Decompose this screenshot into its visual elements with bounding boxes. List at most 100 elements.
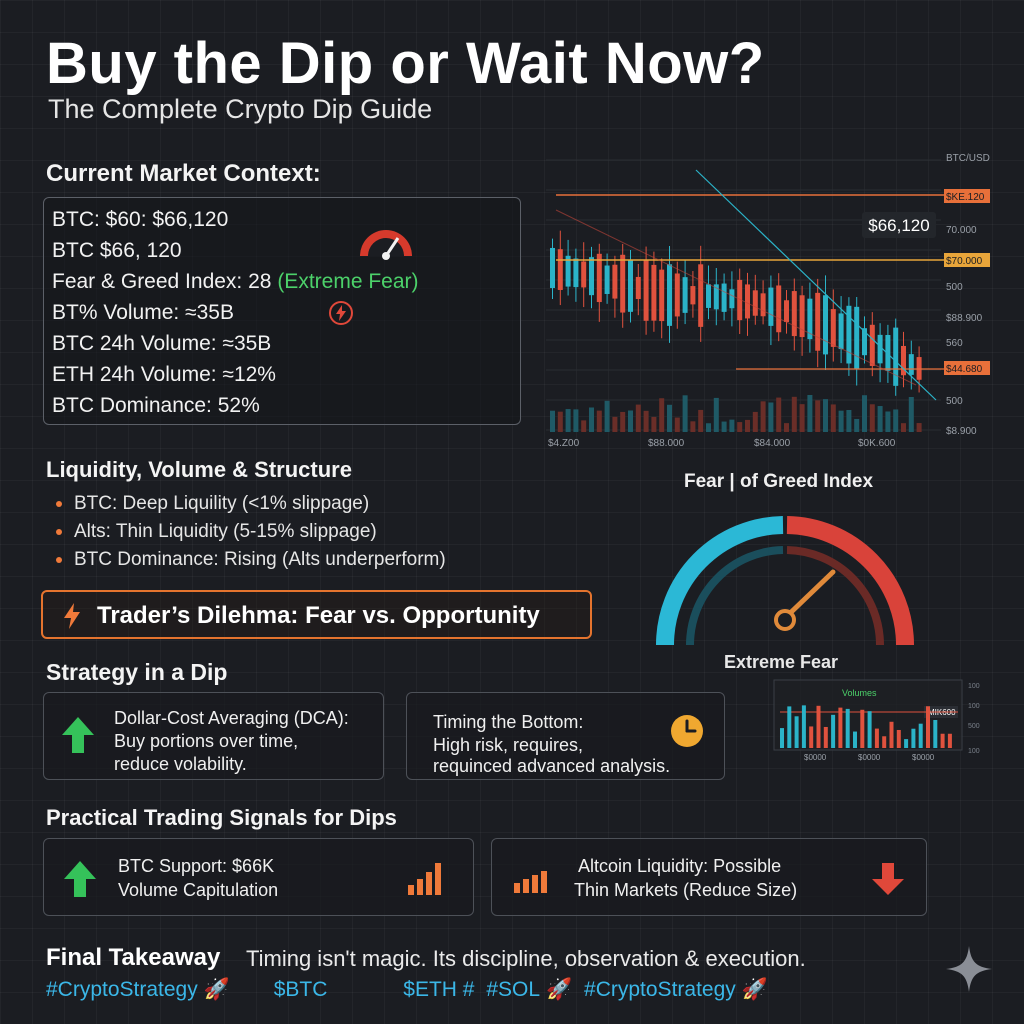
volume-bar [877,406,883,432]
hashtag[interactable]: $ETH # [403,978,475,1001]
liquidity-item: BTC Dominance: Rising (Alts underperform… [56,549,446,571]
candle [721,283,727,312]
mini-x-tick: $0000 [858,753,881,762]
volume-bar [737,422,743,432]
context-line: BT% Volume: ≈35B [52,301,234,324]
volume-bar [901,423,906,432]
mini-volume-bar [801,705,806,748]
volume-bar [776,397,782,432]
candle [862,328,867,356]
hashtag[interactable]: #CryptoStrategy [584,978,736,1001]
candle [698,264,704,327]
candle [674,273,680,317]
candle [815,292,821,351]
x-axis-label: $84.000 [754,438,791,449]
candle [846,305,852,364]
gauge-needle [782,569,836,621]
price-axis-label: $70.000 [946,256,983,267]
volume-bar [667,404,672,432]
context-line: BTC: $60: $66,120 [52,208,229,231]
volume-bar [729,419,735,432]
mini-volume-bar [933,719,938,748]
x-axis-label: $4.Z00 [548,438,580,449]
volume-bar [791,396,797,432]
strategy-heading: Strategy in a Dip [46,659,228,685]
mini-volume-bar [787,706,792,748]
candle [830,309,836,347]
volume-bar [620,411,626,432]
volume-bar [659,398,665,432]
signals-heading: Practical Trading Signals for Dips [46,805,397,830]
timing-line: High risk, requires, [433,735,584,755]
candle [745,284,750,319]
candle [667,264,672,326]
candle [877,334,883,364]
hashtag[interactable]: $BTC [273,978,328,1001]
hashtag[interactable]: #SOL [486,978,541,1001]
candle [768,287,774,326]
mini-x-tick: $0000 [912,753,935,762]
bar-chart-icon [408,863,441,895]
volume-bar [869,404,875,432]
candle [612,264,618,299]
candle [807,298,813,340]
mini-volume-bar [867,711,872,748]
candle [776,285,782,333]
liquidity-item: Alts: Thin Liquidity (5-15% slippage) [56,521,446,543]
gauge-greed-arc [786,516,914,646]
market-context-panel: BTC: $60: $66,120 BTC $66, 120 Fear & Gr… [43,197,521,425]
fear-greed-gauge [656,516,914,646]
takeaway-label: Final Takeaway [46,944,221,971]
btc-candlestick-chart: $66,120 BTC/USD $KE.120 70.000 $70.000 500 $… [546,153,990,449]
candle [643,259,649,321]
volume-bar [635,404,641,432]
volume-bar [862,395,867,432]
mini-volume-bar [896,729,901,748]
alt-line: Thin Markets (Reduce Size) [574,880,798,900]
timing-line: requinced advanced analysis. [433,756,671,776]
mini-volume-bar [947,733,952,748]
candle [589,257,594,296]
svg-text:100: 100 [968,683,980,690]
mini-volume-bar [904,739,909,748]
extreme-fear-tag: (Extreme Fear) [277,270,419,293]
candle [596,253,602,303]
page-title: Buy the Dip or Wait Now? [46,31,765,96]
volume-mini-chart: Volumes MIK600 $0000 $0000 $0000 100 100… [773,679,980,762]
rocket-icon: 🚀 [741,978,768,1001]
volume-bar [893,409,899,432]
volume-bar [589,407,594,432]
candle [550,247,555,289]
volume-bar [916,423,922,432]
volume-bar [815,400,821,432]
candle [885,334,891,371]
candle [706,284,711,308]
volume-bar [784,423,789,432]
takeaway-text: Timing isn't magic. Its discipline, obse… [246,946,806,971]
context-line: BTC Dominance: 52% [52,394,260,417]
hashtag[interactable]: #CryptoStrategy [46,978,198,1001]
candle [557,249,563,290]
volume-bar [698,409,704,432]
candle [823,295,828,355]
volume-bar [807,394,813,432]
sparkle-logo-icon [946,946,992,992]
arrow-down-icon [872,863,904,895]
context-heading: Current Market Context: [46,160,321,187]
price-axis-label: 560 [946,338,963,349]
support-line: BTC Support: $66K [118,856,275,876]
price-axis-label: 500 [946,396,963,407]
alert-bolt-icon [329,301,353,325]
volume-bar [682,395,688,432]
page-subtitle: The Complete Crypto Dip Guide [48,94,433,124]
price-tag-bg [944,253,990,267]
rocket-icon: 🚀 [546,978,573,1001]
volume-bar [799,404,805,432]
candle [838,313,844,350]
mini-volume-bar [823,726,828,748]
price-tag-bg [944,189,990,203]
volume-bar [752,411,758,432]
price-badge: $66,120 [868,216,929,235]
volume-bar [573,409,579,432]
candle [581,261,587,288]
